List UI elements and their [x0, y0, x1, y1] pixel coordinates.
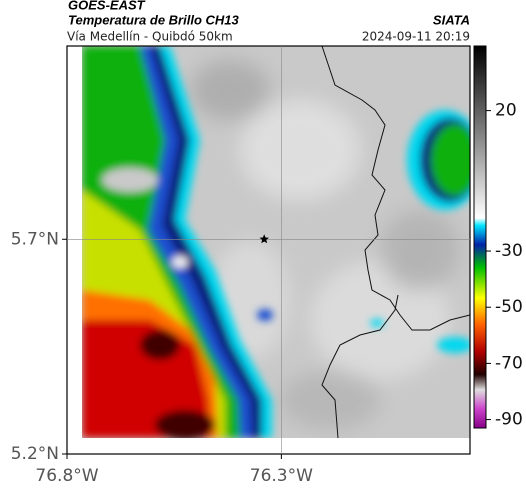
x-tick-label: 76.3°W — [250, 466, 313, 486]
satellite-image — [82, 46, 470, 438]
title: GOES-EAST — [68, 0, 146, 12]
y-tick-label: 5.2°N — [11, 444, 59, 464]
y-tick-label: 5.7°N — [11, 229, 59, 249]
subtitle: Temperatura de Brillo CH13 — [68, 12, 240, 27]
x-tick-label: 76.8°W — [35, 466, 98, 486]
location-marker — [259, 234, 269, 244]
colorbar-tick-label: 20 — [495, 101, 517, 121]
colorbar-tick-label: -70 — [495, 353, 523, 373]
source: SIATA — [433, 12, 470, 27]
colorbar-tick-label: -50 — [495, 297, 523, 317]
colorbar-tick-label: -30 — [495, 241, 523, 261]
route: Vía Medellín - Quibdó 50km — [67, 30, 233, 44]
datetime: 2024-09-11 20:19 — [362, 30, 470, 44]
colorbar-tick-label: -90 — [495, 410, 523, 430]
map-frame — [66, 45, 471, 455]
colorbar — [473, 45, 487, 429]
